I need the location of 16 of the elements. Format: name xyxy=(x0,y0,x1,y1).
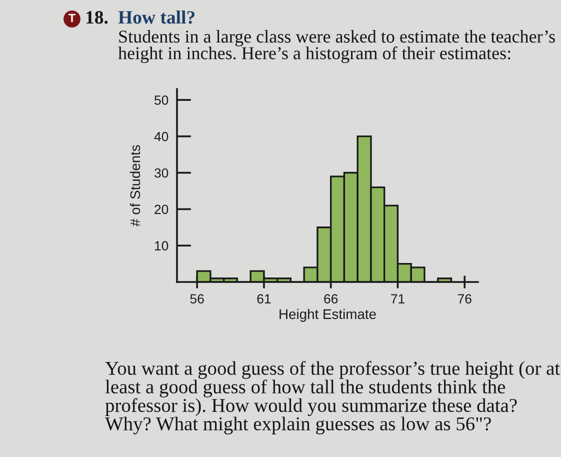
y-tick-label: 20 xyxy=(154,204,168,214)
y-axis-title: # of Students xyxy=(130,145,140,226)
y-tick-label: 30 xyxy=(154,168,168,178)
x-tick-label: 76 xyxy=(458,294,472,304)
chart-subtitle: Students in a large class were asked to estimate the teacher’s height in inches. Here’s a histogram of their estimates: xyxy=(118,30,555,64)
text: You want a good guess of the professor’s true height (or at least a good guess of how tall the students think the professor is). How would you summarize these data? Why? What might explain guesses as low as 56"? xyxy=(105,361,560,434)
x-tick-label: 66 xyxy=(324,294,338,304)
text: T xyxy=(68,14,76,22)
y-tick-label: 40 xyxy=(154,132,168,142)
x-tick-label: 61 xyxy=(257,294,271,304)
x-tick-label: 56 xyxy=(190,294,204,304)
y-tick-label: 10 xyxy=(155,241,168,250)
y-tick-label: 50 xyxy=(154,95,168,105)
x-tick-label: 71 xyxy=(391,294,404,304)
x-axis-title: Height Estimate xyxy=(280,308,376,322)
chart-title: 18. How tall? xyxy=(86,10,194,24)
